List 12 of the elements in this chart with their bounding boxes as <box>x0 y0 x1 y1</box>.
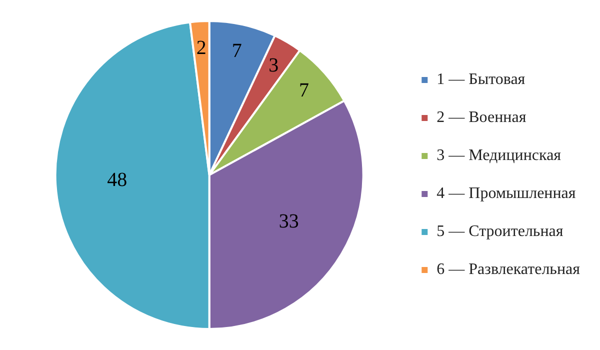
legend-label: 6 — Развлекательная <box>436 261 581 278</box>
legend-label: 2 — Военная <box>436 109 527 126</box>
data-label: 7 <box>232 40 242 62</box>
legend-label: 1 — Бытовая <box>436 71 526 88</box>
data-label: 3 <box>268 54 279 77</box>
legend-label: 5 — Строительная <box>436 223 564 240</box>
data-label: 2 <box>196 37 206 60</box>
data-label: 7 <box>299 80 310 102</box>
legend-label: 4 — Промышленная <box>436 185 576 202</box>
data-label: 33 <box>278 210 299 232</box>
data-label: 48 <box>107 169 128 192</box>
legend-label: 3 — Медицинская <box>436 147 562 164</box>
